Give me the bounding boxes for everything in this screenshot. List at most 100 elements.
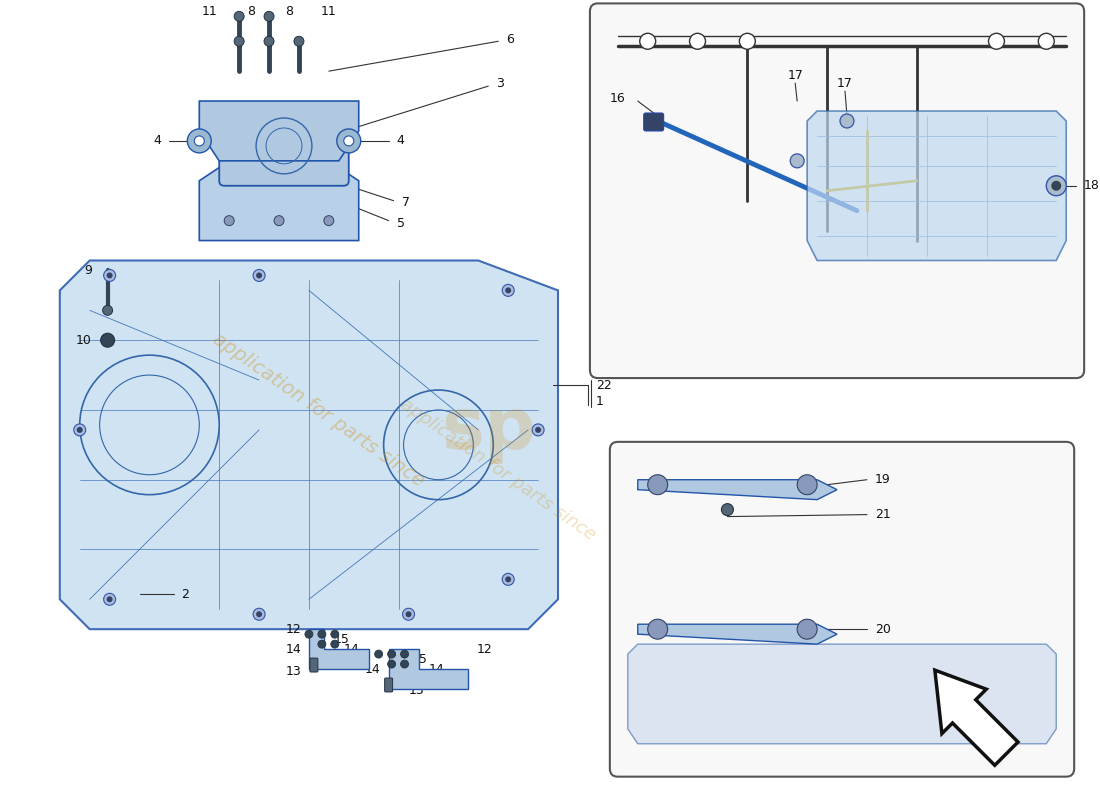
- Circle shape: [107, 596, 112, 602]
- FancyBboxPatch shape: [310, 658, 318, 672]
- Text: 7: 7: [402, 196, 409, 209]
- Circle shape: [195, 136, 205, 146]
- Circle shape: [648, 619, 668, 639]
- PathPatch shape: [199, 161, 359, 241]
- Text: 4: 4: [397, 134, 405, 147]
- PathPatch shape: [628, 644, 1056, 744]
- Text: 15: 15: [411, 653, 428, 666]
- Text: 12: 12: [476, 642, 492, 656]
- Circle shape: [375, 650, 383, 658]
- Circle shape: [187, 129, 211, 153]
- Text: 8: 8: [285, 5, 293, 18]
- Text: 5: 5: [397, 217, 405, 230]
- Text: 14: 14: [365, 662, 381, 675]
- Text: 11: 11: [321, 5, 337, 18]
- Circle shape: [503, 574, 514, 586]
- Text: 16: 16: [610, 91, 626, 105]
- Text: 15: 15: [388, 653, 405, 666]
- Circle shape: [505, 287, 512, 294]
- Circle shape: [798, 474, 817, 494]
- Circle shape: [331, 630, 339, 638]
- PathPatch shape: [807, 111, 1066, 261]
- Circle shape: [648, 474, 668, 494]
- Circle shape: [77, 427, 82, 433]
- Circle shape: [331, 640, 339, 648]
- Circle shape: [100, 334, 114, 347]
- Text: 17: 17: [788, 69, 803, 82]
- PathPatch shape: [59, 261, 558, 629]
- Text: 14: 14: [344, 642, 360, 656]
- Text: 21: 21: [874, 508, 891, 521]
- Circle shape: [103, 594, 116, 606]
- Text: 20: 20: [874, 622, 891, 636]
- Text: 17: 17: [837, 77, 852, 90]
- PathPatch shape: [309, 629, 368, 669]
- Polygon shape: [935, 670, 1018, 766]
- Circle shape: [234, 36, 244, 46]
- Text: 12: 12: [285, 622, 301, 636]
- Circle shape: [532, 424, 544, 436]
- Circle shape: [274, 216, 284, 226]
- Circle shape: [1052, 181, 1062, 190]
- Text: 13: 13: [285, 665, 301, 678]
- Text: 19: 19: [874, 474, 891, 486]
- FancyBboxPatch shape: [590, 3, 1085, 378]
- Text: 11: 11: [201, 5, 217, 18]
- Text: 15: 15: [311, 633, 327, 646]
- Circle shape: [722, 504, 734, 515]
- Circle shape: [840, 114, 854, 128]
- Circle shape: [400, 660, 408, 668]
- Circle shape: [400, 650, 408, 658]
- Text: 15: 15: [333, 633, 350, 646]
- Circle shape: [102, 306, 112, 315]
- Text: 10: 10: [76, 334, 91, 346]
- Text: 14: 14: [429, 662, 444, 675]
- Circle shape: [790, 154, 804, 168]
- Circle shape: [535, 427, 541, 433]
- PathPatch shape: [638, 480, 837, 500]
- Circle shape: [1046, 176, 1066, 196]
- Text: 6: 6: [506, 33, 514, 46]
- Text: 3: 3: [496, 77, 504, 90]
- Circle shape: [1038, 34, 1054, 50]
- Circle shape: [256, 611, 262, 618]
- Circle shape: [690, 34, 705, 50]
- Circle shape: [387, 650, 396, 658]
- Circle shape: [318, 640, 326, 648]
- Circle shape: [234, 11, 244, 22]
- Circle shape: [318, 630, 326, 638]
- FancyBboxPatch shape: [385, 678, 393, 692]
- Text: 13: 13: [408, 685, 425, 698]
- Circle shape: [344, 136, 354, 146]
- Circle shape: [305, 630, 312, 638]
- Text: 4: 4: [154, 134, 162, 147]
- Circle shape: [103, 270, 116, 282]
- Circle shape: [323, 216, 333, 226]
- Circle shape: [739, 34, 756, 50]
- PathPatch shape: [388, 649, 469, 689]
- Circle shape: [253, 270, 265, 282]
- Text: 22: 22: [596, 378, 612, 391]
- Text: sp: sp: [441, 395, 536, 464]
- FancyBboxPatch shape: [644, 113, 663, 131]
- Circle shape: [640, 34, 656, 50]
- Text: 8: 8: [248, 5, 255, 18]
- Circle shape: [337, 129, 361, 153]
- Circle shape: [224, 216, 234, 226]
- PathPatch shape: [638, 624, 837, 644]
- Circle shape: [256, 273, 262, 278]
- Text: 1: 1: [596, 395, 604, 409]
- FancyBboxPatch shape: [219, 106, 349, 186]
- Circle shape: [505, 576, 512, 582]
- Circle shape: [264, 36, 274, 46]
- Text: 9: 9: [84, 264, 91, 277]
- Circle shape: [294, 36, 304, 46]
- Circle shape: [798, 619, 817, 639]
- Circle shape: [107, 273, 112, 278]
- Circle shape: [403, 608, 415, 620]
- Text: application for parts since: application for parts since: [397, 395, 600, 544]
- Circle shape: [503, 285, 514, 296]
- Circle shape: [387, 660, 396, 668]
- Text: 2: 2: [182, 588, 189, 601]
- Text: application for parts since: application for parts since: [209, 330, 428, 490]
